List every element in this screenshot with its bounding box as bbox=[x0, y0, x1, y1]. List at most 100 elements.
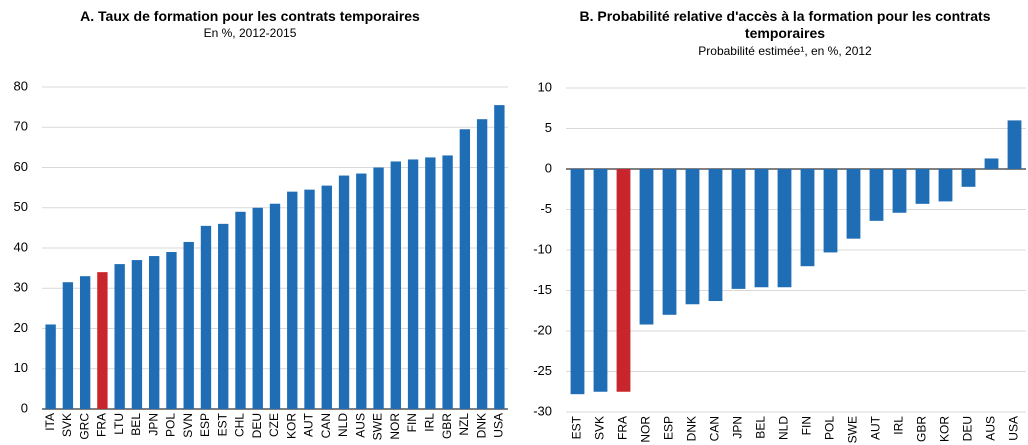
y-tick-label: -20 bbox=[533, 322, 552, 337]
x-tick-label: DNK bbox=[474, 413, 488, 438]
y-tick-label: 10 bbox=[14, 360, 28, 375]
bar bbox=[235, 211, 246, 409]
x-tick-label: KOR bbox=[938, 416, 952, 442]
x-tick-label: USA bbox=[1007, 416, 1021, 441]
x-tick-label: CAN bbox=[708, 416, 722, 441]
bar bbox=[800, 169, 815, 267]
bar bbox=[616, 169, 631, 392]
bar bbox=[476, 119, 488, 409]
bar bbox=[373, 167, 384, 409]
y-tick-label: 40 bbox=[14, 239, 28, 254]
bar bbox=[708, 169, 723, 302]
bar bbox=[915, 169, 930, 204]
x-tick-label: POL bbox=[164, 413, 178, 437]
bar bbox=[662, 169, 677, 315]
bar bbox=[200, 225, 212, 409]
x-tick-label: AUS bbox=[984, 416, 998, 441]
x-tick-label: NLD bbox=[777, 416, 791, 440]
x-tick-label: NOR bbox=[639, 416, 653, 443]
bar bbox=[731, 169, 746, 289]
x-tick-label: CZE bbox=[267, 413, 281, 437]
y-tick-label: 30 bbox=[14, 280, 28, 295]
y-tick-label: 10 bbox=[538, 79, 552, 94]
y-tick-label: -10 bbox=[533, 241, 552, 256]
x-tick-label: AUT bbox=[302, 412, 316, 437]
y-tick-label: 0 bbox=[21, 400, 28, 415]
bar bbox=[938, 169, 953, 202]
x-tick-label: LTU bbox=[112, 413, 126, 435]
bar bbox=[97, 272, 108, 409]
x-tick-label: ESP bbox=[662, 416, 676, 440]
bar bbox=[869, 169, 884, 221]
bar bbox=[390, 161, 401, 409]
x-tick-label: IRL bbox=[892, 416, 906, 435]
bar bbox=[892, 169, 907, 213]
x-tick-label: KOR bbox=[284, 413, 298, 439]
x-tick-label: ITA bbox=[43, 413, 57, 431]
x-tick-label: NZL bbox=[457, 413, 471, 436]
x-tick-label: SVK bbox=[593, 416, 607, 440]
chart-title: A. Taux de formation pour les contrats t… bbox=[80, 8, 420, 24]
bar bbox=[62, 282, 74, 409]
bar bbox=[685, 169, 700, 305]
bar bbox=[777, 169, 792, 288]
bar bbox=[570, 169, 585, 395]
chart-subtitle: En %, 2012-2015 bbox=[203, 26, 297, 40]
x-tick-label: EST bbox=[570, 415, 584, 439]
y-tick-label: 80 bbox=[14, 78, 28, 93]
x-tick-label: DEU bbox=[250, 413, 264, 438]
bar bbox=[494, 105, 505, 410]
bar bbox=[442, 155, 453, 409]
bar bbox=[252, 207, 263, 409]
bar bbox=[45, 324, 56, 409]
bar bbox=[338, 175, 350, 409]
bar bbox=[114, 264, 125, 409]
x-tick-label: NLD bbox=[336, 413, 350, 437]
x-tick-label: CHL bbox=[233, 413, 247, 437]
x-tick-label: ESP bbox=[198, 413, 212, 437]
x-tick-label: IRL bbox=[423, 413, 437, 432]
bar bbox=[304, 189, 315, 409]
x-tick-label: EST bbox=[215, 412, 229, 436]
x-tick-label: GBR bbox=[440, 413, 454, 439]
bar bbox=[754, 169, 769, 288]
bar bbox=[961, 169, 976, 187]
x-tick-label: FIN bbox=[405, 413, 419, 432]
x-tick-label: CAN bbox=[319, 413, 333, 438]
x-tick-label: SVK bbox=[60, 413, 74, 437]
y-tick-label: 20 bbox=[14, 320, 28, 335]
x-tick-label: BEL bbox=[754, 416, 768, 439]
y-tick-label: 70 bbox=[14, 119, 28, 134]
bar bbox=[321, 185, 332, 409]
bar bbox=[459, 129, 471, 409]
x-tick-label: JPN bbox=[146, 413, 160, 436]
x-tick-label: AUT bbox=[869, 415, 883, 440]
bar bbox=[823, 169, 838, 253]
x-tick-label: AUS bbox=[353, 413, 367, 438]
x-tick-label: NOR bbox=[388, 413, 402, 440]
bar bbox=[356, 173, 367, 409]
x-tick-label: GBR bbox=[915, 416, 929, 442]
bar bbox=[269, 203, 281, 409]
bar bbox=[846, 169, 861, 239]
y-tick-label: -15 bbox=[533, 282, 552, 297]
x-tick-label: GRC bbox=[77, 413, 91, 440]
bar bbox=[131, 260, 143, 409]
x-tick-label: FRA bbox=[616, 416, 630, 440]
x-tick-label: JPN bbox=[731, 416, 745, 439]
chart-title: B. Probabilité relative d'accès à la for… bbox=[579, 8, 991, 41]
x-tick-label: SWE bbox=[846, 416, 860, 443]
bar bbox=[593, 169, 608, 392]
bar bbox=[218, 223, 229, 409]
y-tick-label: 5 bbox=[545, 120, 552, 135]
bar bbox=[1007, 120, 1022, 169]
bar bbox=[287, 191, 298, 409]
x-tick-label: DEU bbox=[961, 416, 975, 441]
bar bbox=[166, 252, 177, 409]
x-tick-label: SWE bbox=[371, 413, 385, 440]
bar bbox=[984, 158, 999, 169]
x-tick-label: FIN bbox=[800, 416, 814, 435]
y-tick-label: -5 bbox=[540, 201, 552, 216]
